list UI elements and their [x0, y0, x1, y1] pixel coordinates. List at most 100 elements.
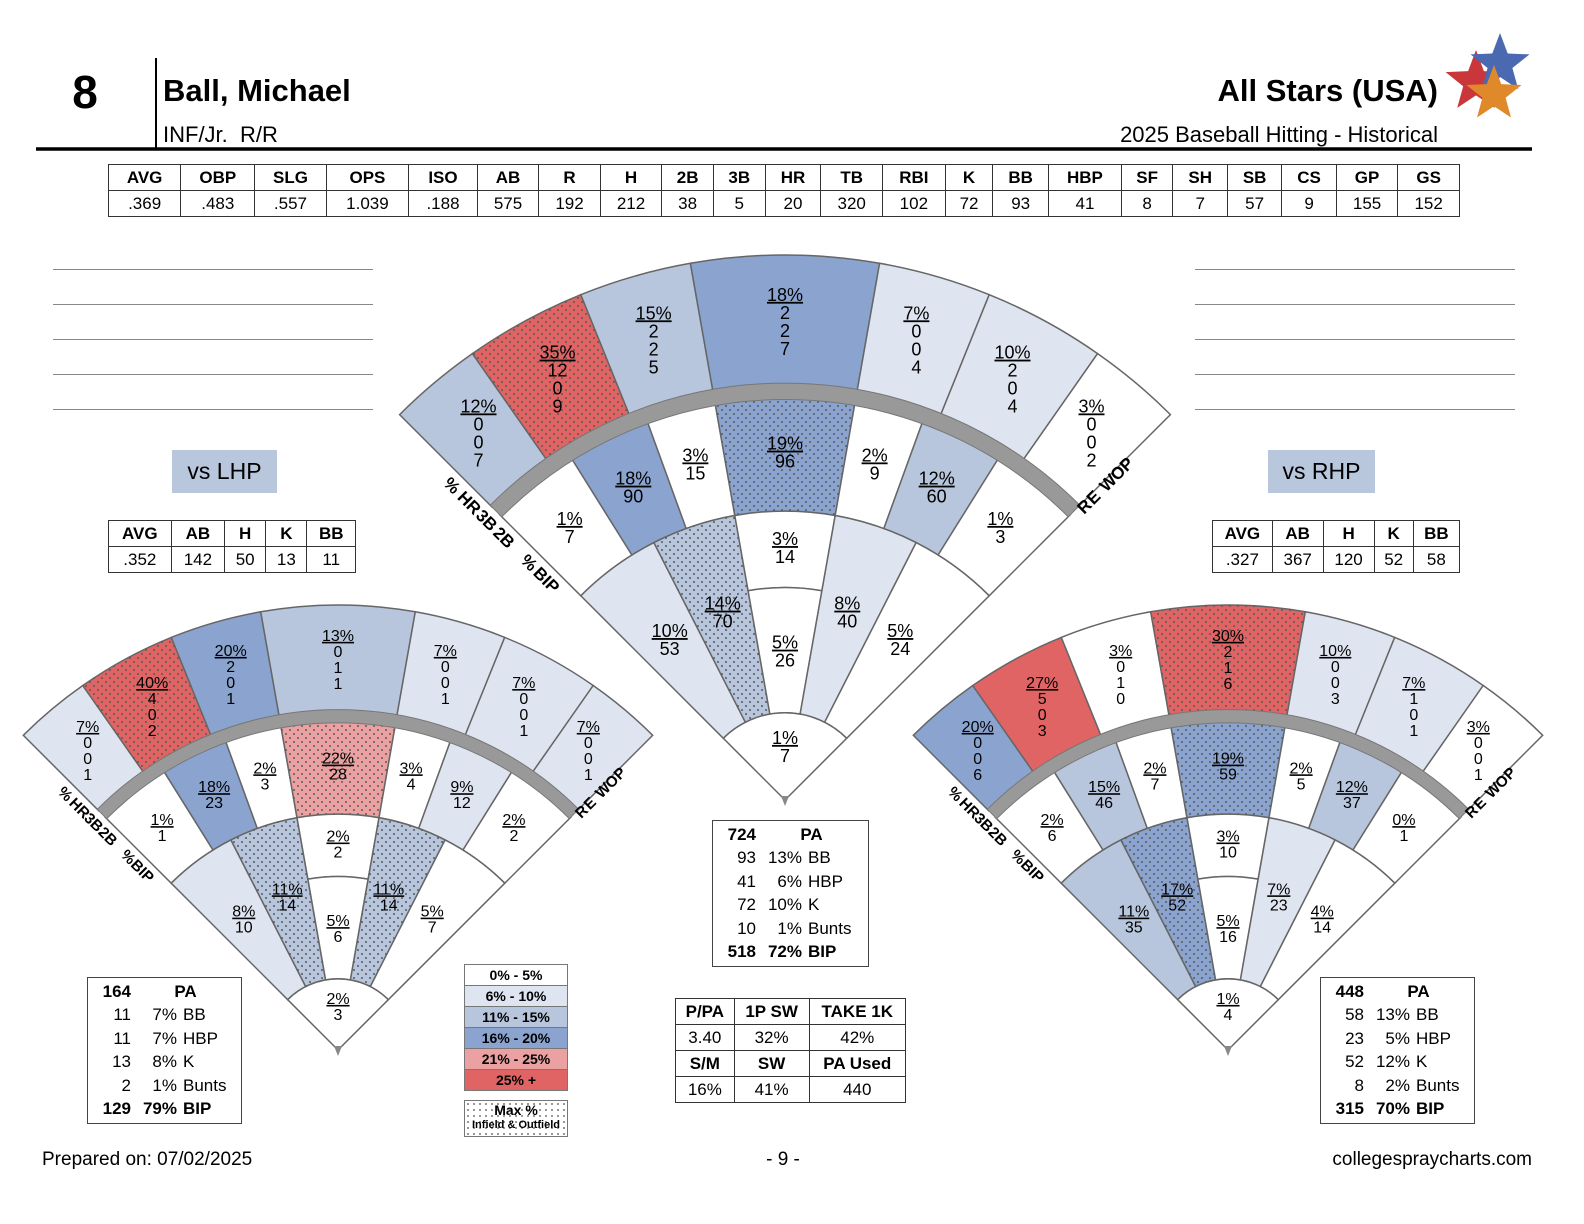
summary-label: BIP — [183, 1099, 212, 1119]
note-line — [1195, 339, 1515, 340]
table-cell: SB — [1226, 164, 1283, 191]
table-cell: .352 — [108, 546, 172, 573]
table-cell: 3.40 — [675, 1024, 735, 1051]
table-cell: 120 — [1322, 546, 1375, 573]
zone-pct: 10% — [652, 621, 688, 641]
zone-pct: 10% — [994, 343, 1030, 363]
summary-row: 315 70% BIP — [1325, 1098, 1470, 1122]
zone-count: 4 — [407, 776, 416, 793]
legend-max: Max % Infield & Outfield — [464, 1100, 568, 1137]
table-cell: SW — [733, 1050, 810, 1077]
zone-pct: 5% — [772, 633, 798, 653]
player-position: INF/Jr. R/R — [163, 122, 278, 147]
table-cell: AVG — [108, 520, 172, 547]
table-cell: 2B — [661, 164, 714, 191]
table-cell: 20 — [764, 190, 822, 217]
zone-count: 0 — [226, 675, 235, 692]
zone-count: 2 — [148, 723, 157, 740]
zone-count: 37 — [1343, 795, 1361, 812]
table-cell: 320 — [820, 190, 883, 217]
zone-count: 14 — [278, 897, 296, 914]
legend-max-text: Infield & Outfield — [472, 1119, 560, 1131]
legend-item: 11% - 15% — [465, 1007, 567, 1028]
summary-row: 164 PA — [92, 980, 237, 1004]
summary-label: HBP — [183, 1028, 218, 1048]
table-row: AVG OBP SLG OPS ISO AB R H 2B 3B HR TB RBI K BB HBP SF SH… — [107, 164, 1460, 191]
table-cell: 152 — [1397, 190, 1460, 217]
zone-pct: 15% — [636, 303, 672, 323]
note-line — [53, 269, 373, 270]
footer-page: - 9 - — [766, 1149, 800, 1170]
summary-count: 52 — [1345, 1052, 1364, 1072]
table-cell: AB — [170, 520, 226, 547]
table-cell: .188 — [408, 190, 478, 217]
zone-pct: 2% — [326, 991, 349, 1008]
legend-item: 6% - 10% — [465, 986, 567, 1007]
zone-pct: 3% — [1216, 829, 1239, 846]
summary-pct: 1% — [777, 918, 802, 938]
summary-pct: 79% — [142, 1099, 177, 1119]
zone-pct: 10% — [1319, 643, 1351, 660]
table-cell: 93 — [992, 190, 1050, 217]
zone-count: 0 — [973, 735, 982, 752]
table-cell: SH — [1172, 164, 1228, 191]
table-cell: CS — [1281, 164, 1337, 191]
stats-table: AVG AB H K BB .352 142 50 13 11 — [108, 520, 356, 573]
table-cell: H — [1322, 520, 1375, 547]
zone-pct: 3% — [1109, 643, 1132, 660]
summary-count: 11 — [113, 1005, 131, 1025]
zone-count: 0 — [973, 751, 982, 768]
summary-table: 724 PA 93 13% BB 41 6% HBP 72 10% K 10 1% Bunts 518 72%… — [717, 823, 864, 964]
notes-right — [1195, 269, 1515, 410]
table-cell: SF — [1120, 164, 1174, 191]
zone-count: 1 — [1474, 767, 1483, 784]
table-cell: 57 — [1226, 190, 1283, 217]
table-row: .369.483.557 1.039.188 575 192 212 38 5 20 320 10… — [107, 190, 1460, 217]
summary-row: 2 1% Bunts — [92, 1074, 237, 1098]
note-line — [53, 409, 373, 410]
zone-count: 1 — [1116, 675, 1125, 692]
zone-pct: 3% — [1467, 719, 1490, 736]
zone-count: 0 — [1331, 659, 1340, 676]
zone-count: 14 — [380, 897, 398, 914]
table-cell: AVG — [1212, 520, 1273, 547]
table-cell: GP — [1335, 164, 1399, 191]
zone-count: 0 — [911, 339, 921, 359]
spray-zone — [722, 711, 848, 802]
warning-track — [489, 382, 1081, 518]
summary-label: HBP — [1416, 1028, 1451, 1048]
max-dots — [653, 515, 770, 723]
summary-box: 724 PA 93 13% BB 41 6% HBP 72 10% K 10 1% Bunts 518 72%… — [712, 820, 869, 967]
split-stats: AVG AB H K BB .352 142 50 13 11 — [108, 520, 356, 573]
zone-count: 4 — [911, 357, 921, 377]
zone-pct: 3% — [1078, 396, 1104, 416]
summary-pct: 70% — [1375, 1099, 1410, 1119]
zone-pct: 7% — [1402, 675, 1425, 692]
report-title: 2025 Baseball Hitting - Historical — [1120, 122, 1438, 147]
zone-count: 4 — [1224, 1007, 1233, 1024]
stats-table: AVG OBP SLG OPS ISO AB R H 2B 3B HR TB RBI K BB HBP SF SH… — [107, 164, 1460, 217]
zone-pct: 11% — [373, 881, 404, 898]
zone-count: 1 — [519, 723, 528, 740]
max-dots — [230, 817, 326, 987]
zone-count: 0 — [83, 751, 92, 768]
zone-count: 96 — [775, 452, 795, 472]
zone-count: 0 — [519, 707, 528, 724]
zone-count: 35 — [1125, 920, 1143, 937]
zone-pct: 2% — [1041, 812, 1064, 829]
table-cell: K — [265, 520, 308, 547]
zone-count: 1 — [226, 691, 235, 708]
zone-pct: 19% — [767, 434, 803, 454]
zone-pct: 7% — [512, 675, 535, 692]
home-plate — [1224, 1046, 1232, 1056]
zone-count: 2 — [1224, 644, 1233, 661]
zone-pct: 35% — [539, 343, 575, 363]
summary-count: 10 — [737, 918, 756, 938]
legend-max-text: Max % — [494, 1102, 538, 1118]
spray-zone — [1176, 978, 1280, 1052]
zone-count: 1 — [83, 767, 92, 784]
season-stats: AVG OBP SLG OPS ISO AB R H 2B 3B HR TB RBI K BB HBP SF SH… — [107, 164, 1460, 217]
zone-pct: 8% — [232, 904, 255, 921]
